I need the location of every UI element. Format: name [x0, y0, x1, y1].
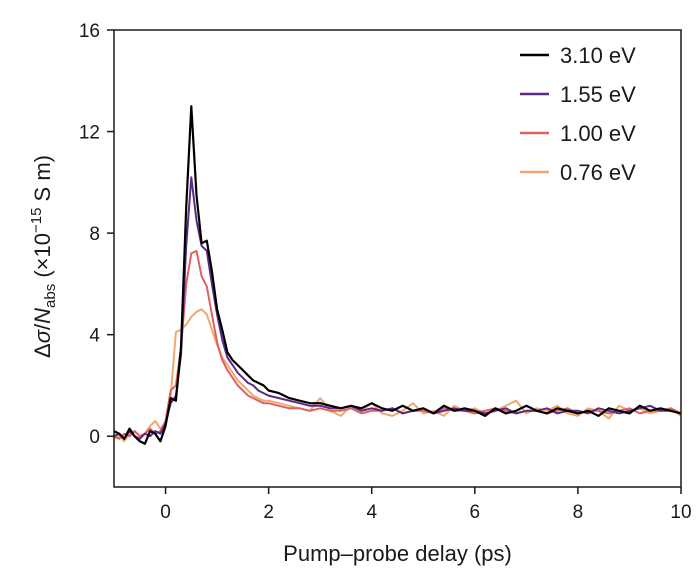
- y-axis-label-slash: /: [30, 323, 55, 330]
- y-axis-label-delta: Δ: [30, 343, 55, 358]
- legend: 3.10 eV 1.55 eV 1.00 eV 0.76 eV: [520, 43, 636, 185]
- y-axis-label-sigma: σ: [30, 329, 55, 343]
- x-axis: 0 2 4 6 8 10: [160, 487, 692, 523]
- y-axis-label-superscript: −15: [28, 208, 45, 233]
- y-axis-label-part3: S m): [30, 155, 55, 208]
- x-tick-label: 4: [366, 502, 377, 523]
- y-axis-label-n: N: [30, 308, 55, 324]
- x-tick-label: 6: [470, 502, 481, 523]
- legend-label: 1.00 eV: [560, 121, 636, 146]
- x-tick-label: 8: [573, 502, 584, 523]
- y-axis-label-subscript: abs: [42, 284, 59, 308]
- x-tick-label: 0: [160, 502, 171, 523]
- plot-frame: [113, 29, 682, 488]
- y-tick-label: 0: [89, 427, 100, 448]
- series-line-3-10-ev: [113, 105, 682, 445]
- y-tick-label: 16: [79, 21, 100, 42]
- y-axis: 0 4 8 12 16: [79, 21, 114, 448]
- legend-label: 0.76 eV: [560, 160, 636, 185]
- legend-label: 3.10 eV: [560, 43, 636, 68]
- series-layer: [113, 105, 682, 445]
- y-tick-label: 4: [89, 326, 100, 347]
- y-tick-label: 8: [89, 224, 100, 245]
- x-tick-label: 2: [263, 502, 274, 523]
- x-axis-label: Pump–probe delay (ps): [283, 541, 512, 566]
- y-axis-label: Δσ/Nabs (×10−15 S m): [28, 155, 59, 358]
- y-axis-label-part2: (×10: [30, 233, 55, 284]
- x-tick-label: 10: [670, 502, 691, 523]
- series-line-1-55-ev: [113, 176, 682, 440]
- y-tick-label: 12: [79, 123, 100, 144]
- legend-label: 1.55 eV: [560, 82, 636, 107]
- series-line-0-76-ev: [113, 308, 682, 443]
